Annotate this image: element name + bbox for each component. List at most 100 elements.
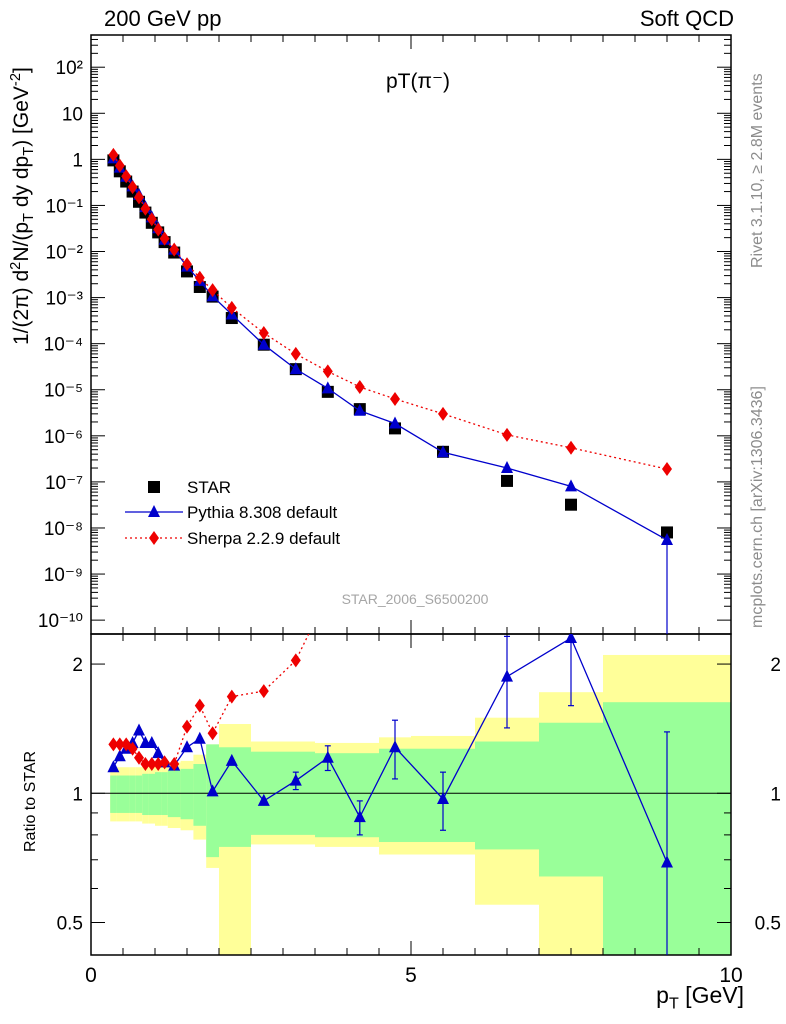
y-tick-label: 10² [56,58,83,79]
point-triangle [661,532,673,545]
ratio-point-triangle [565,634,577,644]
legend-label: Sherpa 2.2.9 default [187,529,340,548]
point-diamond [290,346,301,361]
point-diamond [207,283,218,298]
point-triangle [257,337,270,350]
ratio-point-triangle [321,750,334,763]
y-tick-label: 10 [62,104,83,125]
ratio-point-triangle [113,749,126,762]
y-tick-label: 10⁻¹ [46,196,84,217]
y-tick-label: 10⁻⁷ [45,473,83,494]
y-tick-label: 10⁻¹⁰ [38,611,83,632]
legend-marker [148,505,160,517]
x-tick-label: 0 [85,964,97,987]
y-tick-label: 10⁻⁴ [44,335,83,356]
ratio-point-triangle [133,723,145,736]
chart-title: pT(π⁻) [386,70,450,93]
ratio-point-triangle [437,791,449,804]
ratio-point-diamond [226,689,237,704]
ratio-y-tick-label: 0.5 [57,913,83,934]
point-diamond [438,406,448,421]
ratio-y-tick-label-right: 1 [770,784,781,805]
ratio-point-diamond [108,737,119,752]
point-diamond [354,379,365,394]
point-diamond [153,222,164,237]
ratio-point-diamond [182,719,192,734]
ratio-point-triangle [661,855,673,868]
ratio-series [107,634,673,955]
ratio-point-diamond [127,741,138,756]
band-inner [206,744,219,858]
point-diamond [114,158,125,173]
point-diamond [127,180,138,195]
band-inner [123,775,130,813]
y-tick-label: 10⁻² [46,243,84,264]
ratio-point-triangle [289,773,302,786]
ratio-point-diamond [134,750,144,765]
point-diamond [322,364,333,379]
ratio-point-diamond [146,757,157,772]
x-tick-label: 10 [719,964,742,987]
ratio-point-triangle [389,740,401,753]
ratio-y-tick-label-right: 2 [770,655,781,676]
point-diamond [134,190,144,205]
ratio-point-diamond [169,757,180,772]
point-triangle [289,362,302,375]
point-diamond [502,427,512,442]
legend-label: STAR [187,478,231,497]
ratio-y-tick-label: 1 [72,784,83,805]
y-tick-label: 10⁻³ [46,289,84,310]
point-triangle [437,445,449,458]
band-inner [167,770,181,818]
point-diamond [108,147,119,162]
y-tick-label: 10⁻⁵ [44,381,83,402]
point-triangle [501,461,513,474]
point-diamond [146,212,157,227]
ratio-point-triangle [181,740,193,753]
x-tick-label: 5 [405,964,417,987]
y-tick-label: 10⁻⁸ [44,519,83,540]
header-left: 200 GeV pp [104,6,222,31]
ratio-y-tick-label: 2 [72,655,83,676]
ratio-point-triangle [145,735,158,748]
y-tick-label: 10⁻⁶ [44,427,83,448]
ratio-point-diamond [207,726,218,741]
point-square [565,498,577,511]
point-diamond [121,169,132,184]
band-inner [129,775,136,813]
band-inner [475,741,539,850]
ratio-point-triangle [107,760,120,773]
point-diamond [258,326,269,341]
point-diamond [662,462,672,477]
y-tick-label: 1 [72,150,83,171]
legend-marker [148,481,160,493]
ratio-point-triangle [193,731,206,744]
ratio-point-triangle [225,753,238,766]
band-inner [116,775,123,813]
ratio-point-triangle [152,746,165,759]
ratio-point-diamond [159,755,170,770]
ratio-point-triangle [257,793,270,806]
ratio-point-triangle [206,784,219,797]
point-square [661,526,673,539]
legend-marker [149,531,159,545]
ratio-point-diamond [290,653,301,668]
point-triangle [389,416,401,429]
point-diamond [169,242,180,257]
point-triangle [353,403,366,416]
band-inner [110,775,117,813]
y-tick-label: 10⁻⁹ [44,565,83,586]
band-inner [539,722,603,877]
point-diamond [390,391,400,406]
point-square [501,474,513,487]
point-diamond [140,201,151,216]
band-inner [148,773,155,816]
ratio-point-diamond [140,757,151,772]
analysis-watermark: STAR_2006_S6500200 [342,591,489,607]
point-diamond [182,257,192,272]
point-triangle [321,381,334,394]
point-diamond [566,440,576,455]
point-triangle [565,479,577,492]
band-inner [193,764,207,826]
